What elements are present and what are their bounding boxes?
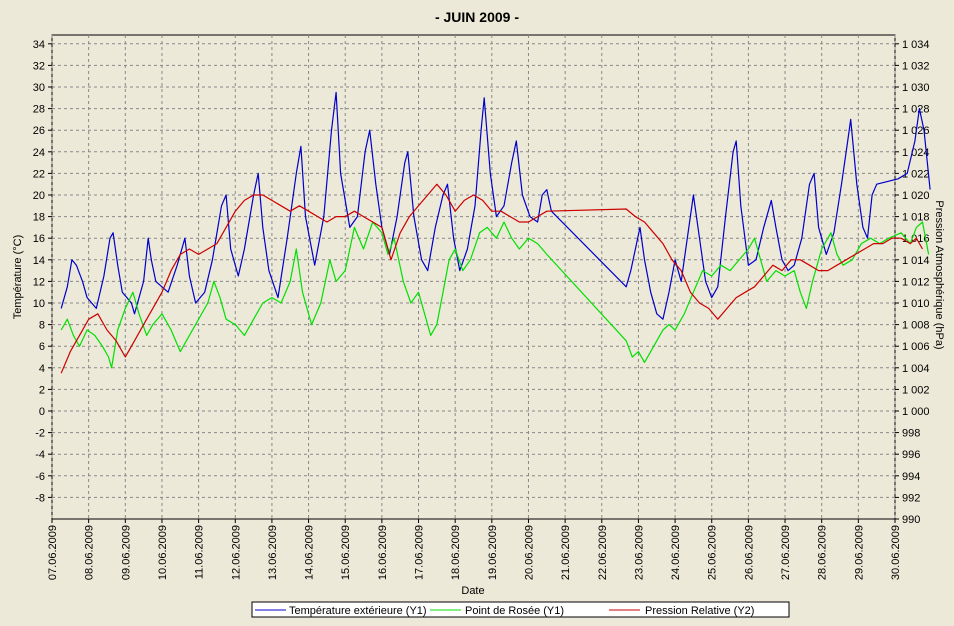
pressure-line bbox=[60, 183, 924, 374]
legend-label-temperature: Température extérieure (Y1) bbox=[289, 605, 427, 617]
x-tick-label: 19.06.2009 bbox=[487, 525, 499, 580]
legend-label-pressure: Pression Relative (Y2) bbox=[645, 605, 754, 617]
y2-tick-label: 1 030 bbox=[902, 82, 930, 94]
x-tick-label: 28.06.2009 bbox=[817, 525, 829, 580]
y-tick-label: 4 bbox=[39, 363, 45, 375]
x-tick-label: 15.06.2009 bbox=[340, 525, 352, 580]
y2-tick-label: 1 004 bbox=[902, 363, 930, 375]
legend-box bbox=[251, 601, 790, 618]
temperature-line bbox=[60, 91, 931, 320]
series-layer bbox=[60, 91, 931, 374]
legend: Température extérieure (Y1) Point de Ros… bbox=[251, 601, 790, 618]
y-tick-label: -4 bbox=[35, 449, 45, 461]
y-tick-label: 32 bbox=[33, 60, 45, 72]
y-tick-label: 18 bbox=[33, 212, 45, 224]
y-tick-label: 2 bbox=[39, 384, 45, 396]
y2-tick-label: 1 012 bbox=[902, 276, 930, 288]
x-tick-label: 16.06.2009 bbox=[377, 525, 389, 580]
y2-tick-label: 1 034 bbox=[902, 39, 930, 51]
y2-axis-title: Pression Atmosphérique (hPa) bbox=[933, 200, 945, 349]
y2-tick-label: 1 006 bbox=[902, 341, 930, 353]
y2-tick-label: 1 028 bbox=[902, 104, 930, 116]
x-tick-label: 20.06.2009 bbox=[523, 525, 535, 580]
plot-area bbox=[51, 34, 896, 520]
chart-title: - JUIN 2009 - bbox=[435, 9, 519, 25]
x-tick-label: 12.06.2009 bbox=[230, 525, 242, 580]
x-tick-label: 18.06.2009 bbox=[450, 525, 462, 580]
x-tick-label: 14.06.2009 bbox=[304, 525, 316, 580]
x-tick-label: 24.06.2009 bbox=[670, 525, 682, 580]
y2-tick-label: 992 bbox=[902, 492, 920, 504]
y2-tick-label: 1 008 bbox=[902, 320, 930, 332]
y2-tick-label: 1 032 bbox=[902, 60, 930, 72]
y-tick-label: 28 bbox=[33, 104, 45, 116]
dewpoint-line bbox=[60, 221, 930, 369]
x-tick-label: 17.06.2009 bbox=[414, 525, 426, 580]
y-tick-label: -8 bbox=[35, 492, 45, 504]
y-tick-label: 8 bbox=[39, 320, 45, 332]
x-tick-label: 26.06.2009 bbox=[743, 525, 755, 580]
y2-tick-label: 1 002 bbox=[902, 384, 930, 396]
x-axis-title: Date bbox=[461, 585, 484, 597]
y-tick-label: 16 bbox=[33, 233, 45, 245]
x-tick-label: 22.06.2009 bbox=[597, 525, 609, 580]
y2-tick-label: 990 bbox=[902, 514, 920, 526]
y2-tick-label: 1 014 bbox=[902, 255, 930, 267]
axis-ticks: -8-6-4-202468101214161820222426283032349… bbox=[33, 39, 930, 580]
x-tick-label: 10.06.2009 bbox=[157, 525, 169, 580]
x-tick-label: 23.06.2009 bbox=[633, 525, 645, 580]
y-tick-label: 22 bbox=[33, 168, 45, 180]
y2-tick-label: 1 022 bbox=[902, 168, 930, 180]
y-tick-label: 26 bbox=[33, 125, 45, 137]
x-tick-label: 11.06.2009 bbox=[194, 525, 206, 579]
x-tick-label: 13.06.2009 bbox=[267, 525, 279, 580]
y2-tick-label: 1 020 bbox=[902, 190, 930, 202]
y2-tick-label: 1 000 bbox=[902, 406, 930, 418]
y-tick-label: -6 bbox=[35, 471, 45, 483]
y-tick-label: 20 bbox=[33, 190, 45, 202]
x-tick-label: 29.06.2009 bbox=[853, 525, 865, 580]
y-tick-label: 6 bbox=[39, 341, 45, 353]
y-tick-label: 14 bbox=[33, 255, 45, 267]
y2-tick-label: 996 bbox=[902, 449, 920, 461]
y2-tick-label: 1 018 bbox=[902, 212, 930, 224]
y2-tick-label: 994 bbox=[902, 471, 920, 483]
y2-tick-label: 998 bbox=[902, 428, 920, 440]
x-tick-label: 27.06.2009 bbox=[780, 525, 792, 580]
y2-tick-label: 1 010 bbox=[902, 298, 930, 310]
y-tick-label: -2 bbox=[35, 428, 45, 440]
x-tick-label: 07.06.2009 bbox=[47, 525, 59, 580]
x-tick-label: 08.06.2009 bbox=[84, 525, 96, 580]
y-tick-label: 12 bbox=[33, 276, 45, 288]
x-tick-label: 30.06.2009 bbox=[890, 525, 902, 580]
legend-label-dewpoint: Point de Rosée (Y1) bbox=[465, 605, 564, 617]
y-tick-label: 0 bbox=[39, 406, 45, 418]
y2-tick-label: 1 024 bbox=[902, 147, 930, 159]
y-tick-label: 24 bbox=[33, 147, 45, 159]
x-tick-label: 21.06.2009 bbox=[560, 525, 572, 580]
y-tick-label: 30 bbox=[33, 82, 45, 94]
y-tick-label: 10 bbox=[33, 298, 45, 310]
y-axis-title: Température (°C) bbox=[12, 235, 24, 319]
x-tick-label: 25.06.2009 bbox=[707, 525, 719, 580]
y-tick-label: 34 bbox=[33, 39, 45, 51]
x-tick-label: 09.06.2009 bbox=[120, 525, 132, 580]
